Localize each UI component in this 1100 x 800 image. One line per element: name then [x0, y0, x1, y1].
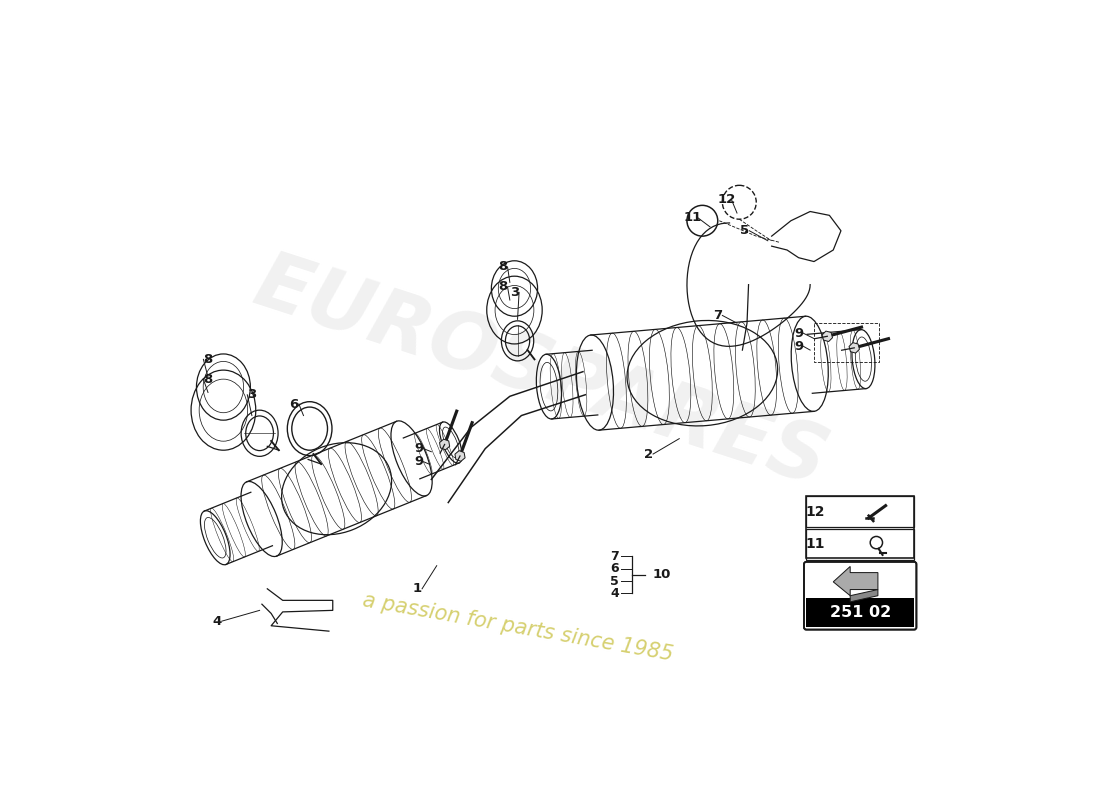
Bar — [806, 529, 914, 559]
Bar — [806, 496, 914, 527]
Text: 12: 12 — [718, 194, 736, 206]
Text: 3: 3 — [248, 388, 256, 402]
Polygon shape — [849, 342, 859, 353]
Text: 10: 10 — [652, 569, 671, 582]
Text: 1: 1 — [412, 582, 422, 595]
Text: 8: 8 — [498, 261, 507, 274]
Text: a passion for parts since 1985: a passion for parts since 1985 — [361, 590, 674, 665]
Text: 5: 5 — [610, 574, 619, 587]
Polygon shape — [834, 566, 878, 596]
Polygon shape — [440, 439, 450, 450]
Text: 9: 9 — [415, 442, 424, 455]
Text: 9: 9 — [415, 455, 424, 468]
Text: 6: 6 — [610, 562, 619, 575]
Text: 11: 11 — [684, 211, 702, 224]
Text: 4: 4 — [610, 587, 619, 600]
Polygon shape — [455, 450, 465, 462]
Text: 8: 8 — [204, 353, 212, 366]
Polygon shape — [822, 331, 833, 342]
Text: 8: 8 — [498, 281, 507, 294]
Text: 7: 7 — [713, 309, 723, 322]
Text: 251 02: 251 02 — [829, 606, 891, 620]
Polygon shape — [850, 590, 878, 602]
Text: EUROSPARES: EUROSPARES — [244, 244, 837, 502]
Bar — [806, 496, 914, 558]
Text: 2: 2 — [644, 447, 653, 461]
Text: 9: 9 — [794, 326, 803, 340]
Text: 4: 4 — [212, 614, 222, 628]
Text: 9: 9 — [794, 340, 803, 353]
Text: 11: 11 — [806, 537, 825, 551]
Text: 3: 3 — [509, 286, 519, 299]
Bar — [806, 598, 914, 627]
Bar — [814, 323, 880, 362]
Text: 6: 6 — [289, 398, 299, 410]
Text: 7: 7 — [610, 550, 619, 563]
Text: 12: 12 — [806, 505, 825, 519]
FancyBboxPatch shape — [804, 562, 916, 630]
Text: 5: 5 — [740, 224, 749, 238]
Text: 8: 8 — [204, 373, 212, 386]
